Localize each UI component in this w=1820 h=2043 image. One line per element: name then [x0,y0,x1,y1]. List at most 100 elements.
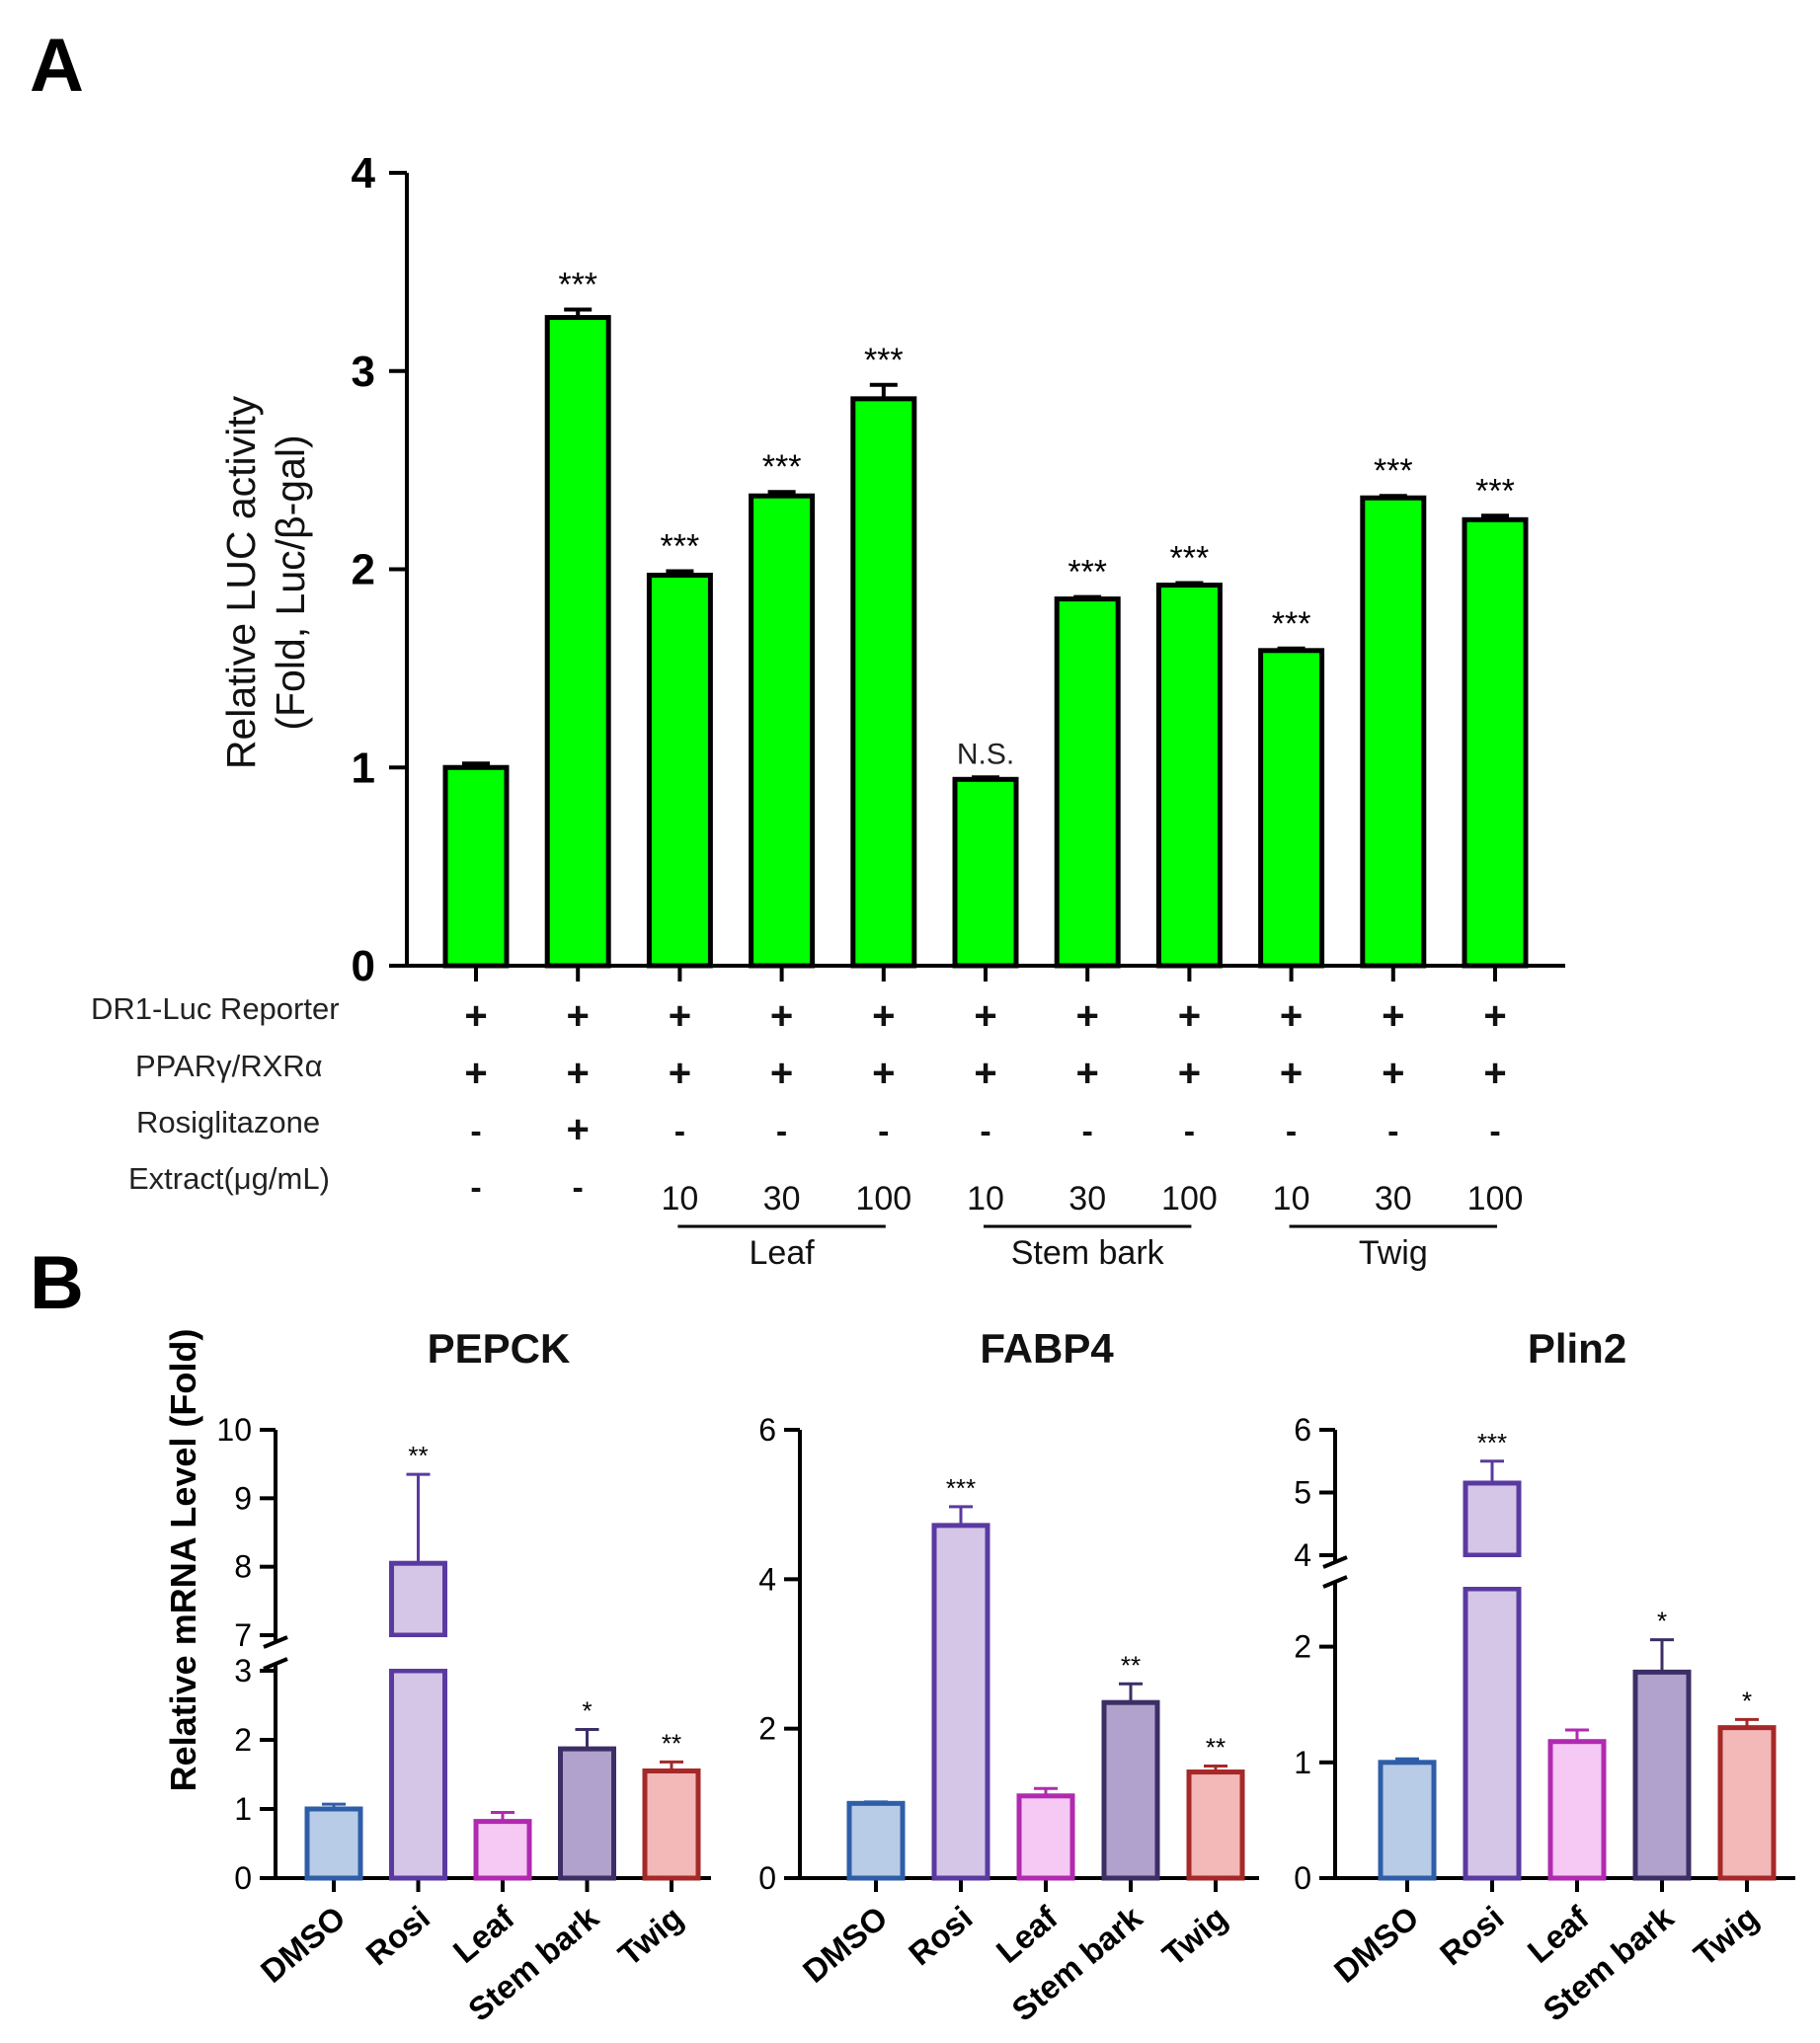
panel-a-condition-value: - [674,1113,685,1150]
panel-b-ytick-label: 4 [1294,1537,1311,1573]
panel-a-errorbar [869,382,898,399]
panel-b-bar [1463,1480,1522,1558]
panel-b-category-label: DMSO [1327,1899,1426,1990]
panel-a-errorbar [1277,646,1306,651]
panel-a-condition-label: DR1-Luc Reporter [91,991,340,1026]
panel-a-condition-value: - [1286,1113,1297,1150]
panel-b-errorbar [1565,1728,1589,1742]
panel-a-condition-value: - [573,1169,584,1207]
panel-a-errorbar [666,569,694,576]
panel-b-ytick-label: 0 [234,1860,252,1896]
panel-a-condition-value: + [669,994,691,1038]
panel-b-ytick-label: 10 [216,1412,252,1448]
panel-a-condition-value: - [878,1113,889,1150]
panel-b-errorbar [864,1800,888,1804]
panel-a-errorbar [564,307,593,318]
panel-a-errorbar [1073,594,1102,599]
panel-b-bar-break-gap [385,1637,451,1669]
panel-a-significance: *** [864,342,904,379]
panel-a-bar [1054,596,1121,969]
panel-a-condition-value: - [1082,1113,1093,1150]
panel-a-ytick-label: 3 [352,348,375,396]
panel-b-errorbar [322,1802,346,1809]
panel-a-group-label: Leaf [750,1234,816,1272]
panel-a-condition-value: + [669,1052,691,1095]
panel-b-errorbar [491,1811,514,1822]
panel-a-condition-label: PPARγ/RXRα [135,1049,323,1083]
panel-a-condition-value: - [470,1169,481,1207]
panel-b-significance: ** [1121,1650,1141,1680]
panel-a-chart: Relative LUC activity (Fold, Luc/β-gal) … [91,149,1565,1272]
panel-a-ytick-label: 0 [352,942,375,990]
panel-a-ylabel-line2: (Fold, Luc/β-gal) [268,434,313,730]
panel-b-errorbar [406,1472,431,1564]
panel-a-condition-value: + [974,994,996,1038]
panel-a-condition-label: Rosiglitazone [136,1105,320,1139]
panel-b-ytick-label: 6 [1294,1412,1311,1448]
panel-b-ytick-label: 9 [234,1480,252,1516]
panel-b-errorbar [1735,1717,1759,1728]
panel-a-condition-value: + [1483,994,1506,1038]
panel-b-ytick-label: 3 [234,1653,252,1689]
panel-b-axis-break-mark [1322,1575,1348,1589]
panel-b-errorbar [1204,1765,1227,1772]
panel-b-axis-break-mark [263,1635,288,1649]
panel-b-significance: ** [408,1441,428,1470]
panel-a-errorbar [972,775,999,780]
panel-a-condition-value: - [470,1113,481,1150]
panel-b-bar [1547,1739,1607,1881]
panel-b-significance: *** [1477,1428,1507,1457]
panel-a-condition-value: + [1280,994,1303,1038]
panel-a-condition-value: + [464,994,487,1038]
panel-b-significance: *** [946,1473,976,1503]
panel-b-category-label: DMSO [796,1899,895,1990]
panel-b-significance: * [582,1696,592,1726]
panel-a-condition-value: + [464,1052,487,1095]
panel-a-condition-value: - [1184,1113,1195,1150]
panel-a-condition-value: + [1382,1052,1404,1095]
panel-b-ylabel: Relative mRNA Level (Fold) [163,1329,203,1792]
panel-b-ytick-label: 2 [758,1711,776,1747]
panel-a-condition-value: 10 [1273,1180,1310,1218]
panel-b-ytick-label: 1 [234,1791,252,1827]
panel-a-condition-value: + [567,1052,590,1095]
panel-b-significance: ** [662,1728,681,1758]
panel-b-errorbar [1650,1638,1674,1673]
panel-a-condition-value: + [872,1052,895,1095]
panel-b-bar [931,1523,990,1881]
panel-b-category-label: Rosi [902,1899,980,1972]
panel-a-condition-value: 30 [1375,1180,1412,1218]
panel-b-bar [1717,1725,1777,1881]
panel-a-significance: *** [1272,605,1311,643]
panel-a-errorbar [462,761,490,768]
panel-b-ytick-label: 2 [234,1722,252,1758]
panel-a-bar [1155,583,1223,969]
panel-b-bar [846,1800,906,1881]
panel-a-group-label: Stem bark [1011,1234,1165,1272]
panel-a-bar [952,776,1019,969]
panel-b-bar [1101,1699,1160,1881]
panel-b-errorbar [949,1505,973,1526]
panel-b-bar-lower-segment [389,1668,447,1881]
panel-a-significance: *** [1374,452,1413,490]
panel-a-bar [544,315,611,969]
panel-a-condition-label: Extract(μg/mL) [128,1161,330,1196]
panel-a-ytick-label: 4 [352,149,376,197]
panel-b-pepck-chart: Relative mRNA Level (Fold) PEPCK 0 1 2 37 8 9 1… [163,1325,711,2028]
panel-b-title: PEPCK [428,1325,571,1372]
panel-b-bar [389,1560,447,1638]
panel-a-errorbar [1379,494,1407,499]
panel-a-errorbar [1481,513,1509,520]
panel-a-condition-value: + [1483,1052,1506,1095]
panel-a-condition-value: + [1280,1052,1303,1095]
panel-a-condition-value: + [974,1052,996,1095]
panel-b-ytick-label: 4 [758,1561,776,1597]
panel-a-significance: N.S. [957,738,1014,770]
panel-b-ytick-label: 5 [1294,1475,1311,1511]
panel-a-bar [850,396,917,969]
panel-b-ytick-label: 1 [1294,1745,1311,1780]
panel-b-bar [642,1768,701,1881]
panel-b-bar [1186,1769,1245,1881]
